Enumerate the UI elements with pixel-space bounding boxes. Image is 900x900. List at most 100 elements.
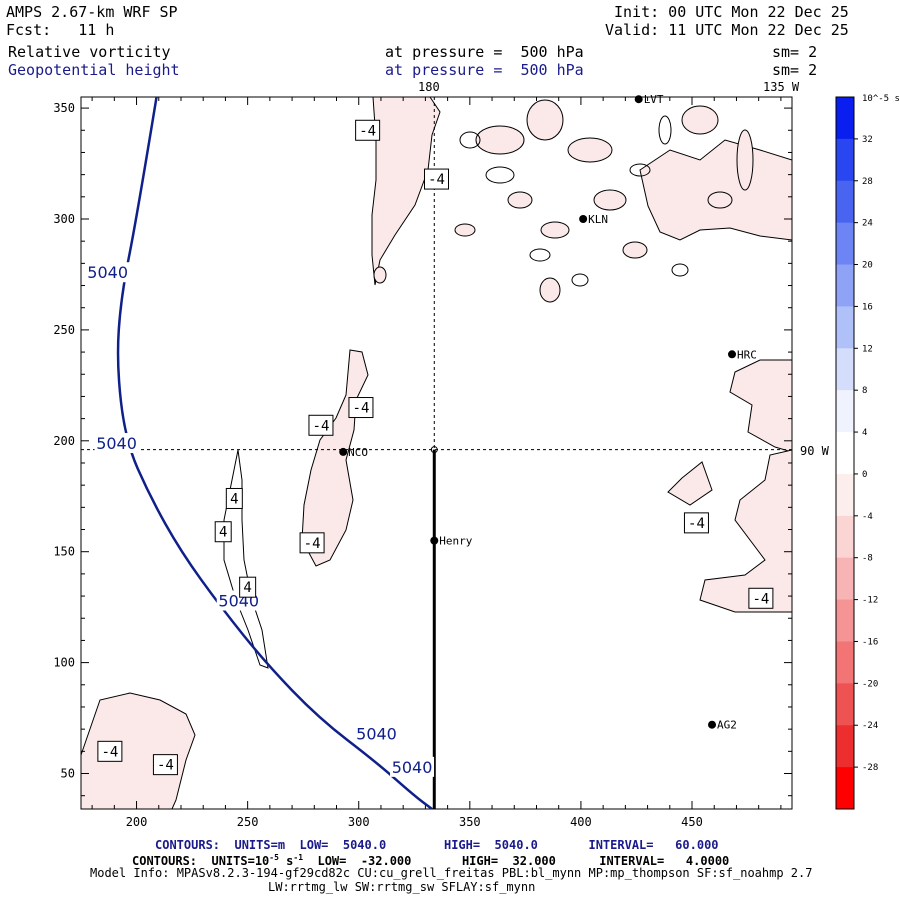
colorbar-tick-label: -24 xyxy=(862,721,878,731)
colorbar-swatch xyxy=(836,390,854,433)
x-tick-label: 350 xyxy=(459,815,481,829)
vort-blob xyxy=(539,277,561,303)
station-label: AG2 xyxy=(717,719,737,732)
y-tick-label: 350 xyxy=(53,101,75,115)
vort-region-east-mid xyxy=(667,461,713,506)
colorbar-swatch xyxy=(836,348,854,391)
vort-contour xyxy=(629,163,651,177)
height-contour-label: 5040 xyxy=(96,434,137,453)
vort-label-box xyxy=(748,587,774,609)
footer-vorticity-contours: CONTOURS: UNITS=10-5 s-1 LOW= -32.000 HI… xyxy=(132,851,729,868)
vort-contour-label: -4 xyxy=(688,516,705,532)
vort-blob xyxy=(622,241,648,259)
vort-label-box xyxy=(225,487,243,509)
vort-label-box xyxy=(299,532,325,554)
vort-contour-label: -4 xyxy=(353,401,370,417)
footer-height-contours: CONTOURS: UNITS=m LOW= 5040.0 HIGH= 5040… xyxy=(155,838,719,852)
colorbar-swatch xyxy=(836,222,854,266)
vort-region-southwest xyxy=(81,692,196,809)
station-marker xyxy=(728,350,737,359)
y-tick-label: 200 xyxy=(53,434,75,448)
colorbar-tick-label: 8 xyxy=(862,386,867,396)
vort-contour xyxy=(671,263,689,277)
vort-contour-label: -4 xyxy=(428,172,445,188)
station-marker xyxy=(708,720,717,729)
colorbar-swatch xyxy=(836,97,854,140)
vort-contour-label: -4 xyxy=(101,744,118,760)
vort-contour xyxy=(529,248,551,262)
vort-label-box xyxy=(152,754,178,776)
vort-blob xyxy=(373,266,387,284)
x-tick-label: 200 xyxy=(126,815,148,829)
init-time: Init: 00 UTC Mon 22 Dec 25 xyxy=(614,3,849,21)
colorbar-tick-label: 4 xyxy=(862,428,867,438)
model-title: AMPS 2.67-km WRF SP xyxy=(6,3,178,21)
height-contour-5040 xyxy=(116,97,433,809)
vort-blob xyxy=(567,137,613,163)
height-contour-label: 5040 xyxy=(392,758,433,777)
colorbar-swatch xyxy=(836,432,854,475)
overlay-layer xyxy=(81,97,792,809)
y-tick-label: 300 xyxy=(53,212,75,226)
colorbar-swatch xyxy=(836,180,854,224)
colorbar-swatch xyxy=(836,138,854,182)
vort-label-box xyxy=(424,168,449,190)
vort-contour-label: -4 xyxy=(359,123,376,139)
vort-blob xyxy=(736,129,754,191)
colorbar: 32 28 24 20 16 12 8 4 0 -4 -8 -12 -16 -20 -24 -28 xyxy=(835,96,878,810)
field2-level: at pressure = 500 hPa xyxy=(385,61,584,79)
colorbar-swatch xyxy=(836,264,854,307)
field1-smoothing: sm= 2 xyxy=(772,43,818,61)
axes: 200 250 300 350 400 450 50 100 150 200 250 300 350 xyxy=(53,97,792,829)
label-layer: 50405040504050405040-4-4-4-4-4444-4-4-4-… xyxy=(85,93,774,777)
colorbar-swatch xyxy=(836,599,854,642)
vort-blob xyxy=(540,221,570,239)
station-marker xyxy=(430,536,439,545)
station-label: NCO xyxy=(348,446,368,459)
vort-blob xyxy=(681,105,719,135)
vort-contour xyxy=(485,166,515,184)
field2-name: Geopotential height xyxy=(8,61,180,79)
colorbar-swatch xyxy=(836,683,854,726)
colorbar-swatch xyxy=(836,473,854,517)
field1-name: Relative vorticity xyxy=(8,43,171,61)
field2-smoothing: sm= 2 xyxy=(772,61,818,79)
x-tick-label: 450 xyxy=(681,815,703,829)
vort-region-northeast xyxy=(639,139,792,241)
vort-contour xyxy=(658,115,672,145)
x-tick-label: 300 xyxy=(348,815,370,829)
station-label: KLN xyxy=(588,213,608,226)
colorbar-tick-label: 0 xyxy=(862,470,867,480)
x-tick-label: 400 xyxy=(570,815,592,829)
colorbar-tick-label: 20 xyxy=(862,261,873,271)
height-contour-label: 5040 xyxy=(87,263,128,282)
forecast-hour: Fcst: 11 h xyxy=(6,21,115,39)
vort-region-east-upper xyxy=(729,359,792,453)
vort-label-box xyxy=(97,740,123,762)
colorbar-tick-label: 32 xyxy=(862,135,873,145)
vort-label-box xyxy=(355,119,381,141)
footer-line2-exp2: -1 xyxy=(293,853,304,862)
y-tick-label: 250 xyxy=(53,323,75,337)
lon-label-135w: 135 W xyxy=(763,80,800,94)
vort-contour-label: -4 xyxy=(304,536,321,552)
footer-model-info: Model Info: MPASv8.2.3-194-gf29cd82c CU:… xyxy=(90,866,813,880)
footer-line2-prefix: CONTOURS: UNITS=10 xyxy=(132,854,270,868)
lon-label-90w: 90 W xyxy=(800,444,830,458)
vort-region-east-lower xyxy=(699,449,792,613)
colorbar-tick-label: -28 xyxy=(862,763,878,773)
station-marker xyxy=(579,214,588,223)
vort-label-box xyxy=(348,397,374,419)
station-label: LVT xyxy=(644,93,664,106)
colorbar-swatch xyxy=(836,725,854,768)
vort-blob xyxy=(475,125,525,155)
vort-label-box xyxy=(683,512,709,534)
vort-positive-lens xyxy=(223,449,269,669)
colorbar-unit: 10^-5 s^-1 xyxy=(862,94,900,104)
station-label: HRC xyxy=(737,348,757,361)
vort-contour xyxy=(571,273,589,287)
height-contour-label: 5040 xyxy=(356,725,397,744)
colorbar-tick-label: 12 xyxy=(862,344,873,354)
vorticity-shading xyxy=(81,97,792,809)
